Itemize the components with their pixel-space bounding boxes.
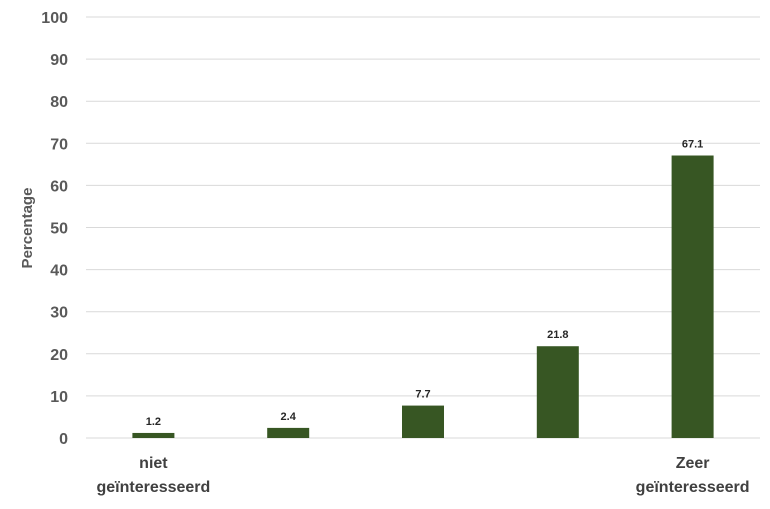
y-tick-label: 30 bbox=[50, 305, 68, 322]
bar bbox=[402, 405, 444, 438]
bar bbox=[536, 346, 579, 438]
y-tick-label: 40 bbox=[50, 263, 68, 280]
data-labels: 1.2 2.4 7.7 21.8 67.1 bbox=[146, 139, 704, 428]
y-tick-label: 80 bbox=[50, 94, 68, 111]
bars bbox=[132, 155, 714, 438]
y-axis-ticks: 0 10 20 30 40 50 60 70 80 90 100 bbox=[41, 10, 68, 448]
y-tick-label: 20 bbox=[50, 347, 68, 364]
data-label: 7.7 bbox=[415, 389, 430, 401]
bar bbox=[267, 427, 310, 438]
category-label: niet geïnteresseerd bbox=[96, 455, 210, 496]
y-tick-label: 60 bbox=[50, 178, 68, 195]
data-label: 2.4 bbox=[281, 411, 297, 423]
y-tick-label: 50 bbox=[50, 221, 68, 238]
y-axis-label: Percentage bbox=[19, 188, 36, 269]
y-tick-label: 0 bbox=[59, 431, 68, 448]
y-tick-label: 90 bbox=[50, 52, 68, 69]
bar bbox=[671, 155, 714, 438]
y-tick-label: 70 bbox=[50, 136, 68, 153]
y-tick-label: 10 bbox=[50, 389, 68, 406]
gridlines bbox=[86, 16, 760, 439]
y-tick-label: 100 bbox=[41, 10, 68, 27]
data-label: 21.8 bbox=[547, 329, 568, 341]
category-label: Zeer geïnteresseerd bbox=[636, 455, 750, 496]
data-label: 1.2 bbox=[146, 416, 161, 428]
data-label: 67.1 bbox=[682, 139, 703, 151]
category-labels: niet geïnteresseerd Zeer geïnteresseerd bbox=[96, 455, 749, 496]
bar bbox=[132, 432, 175, 438]
